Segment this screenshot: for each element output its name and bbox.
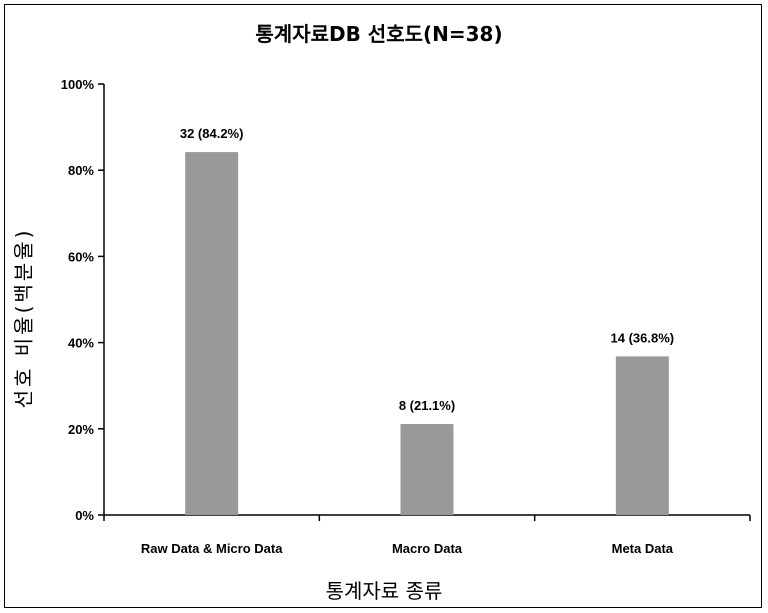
y-tick-label: 80% — [68, 163, 94, 178]
x-tick-label: Macro Data — [392, 541, 463, 556]
bar — [400, 424, 454, 515]
x-tick-label: Raw Data & Micro Data — [141, 541, 283, 556]
labels: 32 (84.2%) Raw Data & Micro Data 8 (21.1%)… — [141, 126, 674, 556]
x-tick-label: Meta Data — [612, 541, 674, 556]
bar — [185, 152, 239, 515]
y-tick-label: 40% — [68, 336, 94, 351]
y-tick-label: 60% — [68, 249, 94, 264]
y-tick-label: 20% — [68, 422, 94, 437]
data-label: 32 (84.2%) — [180, 126, 244, 141]
y-tick-label: 0% — [75, 508, 94, 523]
bars — [185, 152, 669, 515]
data-label: 14 (36.8%) — [611, 330, 675, 345]
data-label: 8 (21.1%) — [399, 398, 455, 413]
x-axis-label: 통계자료 종류 — [325, 579, 443, 603]
bar — [615, 356, 669, 515]
y-tick-label: 100% — [61, 77, 95, 92]
chart-title: 통계자료DB 선호도(N=38) — [255, 22, 503, 46]
